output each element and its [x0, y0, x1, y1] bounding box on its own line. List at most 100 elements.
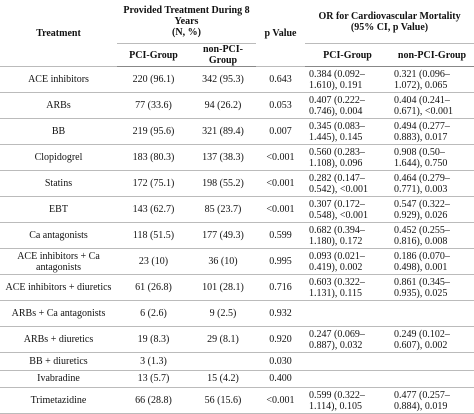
cell: 0.547 (0.322–0.929), 0.026: [390, 196, 474, 223]
table-row: Ca antagonists 118 (51.5) 177 (49.3) 0.599 0…: [0, 222, 474, 249]
table-row: BB 219 (95.6) 321 (89.4) 0.007 0.345 (0.083–…: [0, 118, 474, 145]
cell: 0.186 (0.070–0.498), 0.001: [390, 248, 474, 275]
row-label: BB + diuretics: [0, 352, 117, 371]
cell: 172 (75.1): [117, 170, 190, 197]
table-row: ARBs + Ca antagonists 6 (2.6) 9 (2.5) 0.932: [0, 300, 474, 327]
cell: 0.345 (0.083–1.445), 0.145: [305, 118, 390, 145]
row-label: Clopidogrel: [0, 144, 117, 171]
cell: 0.452 (0.255–0.816), 0.008: [390, 222, 474, 249]
cell: 220 (96.1): [117, 66, 190, 93]
cell: 0.716: [256, 274, 305, 301]
row-label: Trimetazidine: [0, 387, 117, 414]
cell: 94 (26.2): [190, 92, 256, 119]
row-label: ARBs: [0, 92, 117, 119]
row-label: BB: [0, 118, 117, 145]
table-body: ACE inhibitors 220 (96.1) 342 (95.3) 0.643 0…: [0, 66, 474, 414]
header-cell: PCI-Group: [305, 43, 390, 67]
cell: [390, 300, 474, 327]
cell: 61 (26.8): [117, 274, 190, 301]
cell: 29 (8.1): [190, 326, 256, 353]
cell: 0.007: [256, 118, 305, 145]
table-row: BB + diuretics 3 (1.3) 0.030: [0, 352, 474, 371]
row-label: Statins: [0, 170, 117, 197]
cell: 0.599 (0.322–1.114), 0.105: [305, 387, 390, 414]
cell: 0.643: [256, 66, 305, 93]
cell: 66 (28.8): [117, 387, 190, 414]
cell: [390, 352, 474, 371]
table-row: Clopidogrel 183 (80.3) 137 (38.3) <0.001 0.5…: [0, 144, 474, 171]
cell: 56 (15.6): [190, 387, 256, 414]
cell: 183 (80.3): [117, 144, 190, 171]
table-row: ARBs + diuretics 19 (8.3) 29 (8.1) 0.920 0.2…: [0, 326, 474, 353]
cell: 0.494 (0.277–0.883), 0.017: [390, 118, 474, 145]
cell: 0.404 (0.241–0.671), <0.001: [390, 92, 474, 119]
cell: 9 (2.5): [190, 300, 256, 327]
cell: 321 (89.4): [190, 118, 256, 145]
cell: 0.400: [256, 370, 305, 388]
cell: [190, 352, 256, 371]
table-row: Statins 172 (75.1) 198 (55.2) <0.001 0.282 (…: [0, 170, 474, 197]
row-label: ACE inhibitors: [0, 66, 117, 93]
row-label: ARBs + Ca antagonists: [0, 300, 117, 327]
header-cell: Provided Treatment During 8 Years (N, %): [117, 0, 256, 44]
cell: 0.321 (0.096–1.072), 0.065: [390, 66, 474, 93]
cell: 0.307 (0.172–0.548), <0.001: [305, 196, 390, 223]
cell: 198 (55.2): [190, 170, 256, 197]
cell: 0.053: [256, 92, 305, 119]
row-label: Ivabradine: [0, 370, 117, 388]
cell: 0.407 (0.222–0.746), 0.004: [305, 92, 390, 119]
cell: 36 (10): [190, 248, 256, 275]
row-label: ACE inhibitors + Ca antagonists: [0, 248, 117, 275]
table-row: ARBs 77 (33.6) 94 (26.2) 0.053 0.407 (0.222–…: [0, 92, 474, 119]
cell: 0.908 (0.50–1.644), 0.750: [390, 144, 474, 171]
cell: 23 (10): [117, 248, 190, 275]
cell: 0.603 (0.322–1.131), 0.115: [305, 274, 390, 301]
cell: [305, 370, 390, 388]
header-text: OR for Cardiovascular Mortality: [318, 10, 461, 22]
header-cell: non-PCI-Group: [390, 43, 474, 67]
cell: <0.001: [256, 144, 305, 171]
header-text: (N, %): [172, 27, 201, 38]
table-row: ACE inhibitors + diuretics 61 (26.8) 101 (…: [0, 274, 474, 301]
cell: 0.560 (0.283–1.108), 0.096: [305, 144, 390, 171]
cell: 3 (1.3): [117, 352, 190, 371]
header-text: Provided Treatment During 8 Years: [123, 5, 250, 27]
cell: 0.030: [256, 352, 305, 371]
header-cell: p Value: [256, 0, 305, 67]
cell: 0.932: [256, 300, 305, 327]
table-row: EBT 143 (62.7) 85 (23.7) <0.001 0.307 (0.172…: [0, 196, 474, 223]
cell: 177 (49.3): [190, 222, 256, 249]
cell: 15 (4.2): [190, 370, 256, 388]
header-cell: non-PCI-Group: [190, 43, 256, 67]
cell: 0.249 (0.102–0.607), 0.002: [390, 326, 474, 353]
cell: 0.477 (0.257–0.884), 0.019: [390, 387, 474, 414]
table-row: Ivabradine 13 (5.7) 15 (4.2) 0.400: [0, 370, 474, 388]
cell: <0.001: [256, 170, 305, 197]
cell: 0.682 (0.394–1.180), 0.172: [305, 222, 390, 249]
table-header: Treatment Provided Treatment During 8 Ye…: [0, 0, 474, 67]
cell: <0.001: [256, 387, 305, 414]
header-text: (95% CI, p Value): [350, 21, 429, 33]
cell: 219 (95.6): [117, 118, 190, 145]
row-label: ACE inhibitors + diuretics: [0, 274, 117, 301]
cell: 101 (28.1): [190, 274, 256, 301]
cell: 0.861 (0.345–0.935), 0.025: [390, 274, 474, 301]
table-row: ACE inhibitors 220 (96.1) 342 (95.3) 0.643 0…: [0, 66, 474, 93]
cell: 6 (2.6): [117, 300, 190, 327]
cell: [305, 352, 390, 371]
cell: 77 (33.6): [117, 92, 190, 119]
row-label: ARBs + diuretics: [0, 326, 117, 353]
cell: 0.384 (0.092–1.610), 0.191: [305, 66, 390, 93]
cell: 143 (62.7): [117, 196, 190, 223]
cell: 13 (5.7): [117, 370, 190, 388]
header-cell: PCI-Group: [117, 43, 190, 67]
cell: <0.001: [256, 196, 305, 223]
row-label: EBT: [0, 196, 117, 223]
cell: 118 (51.5): [117, 222, 190, 249]
header-cell: OR for Cardiovascular Mortality (95% CI, …: [305, 0, 474, 44]
cell: 0.599: [256, 222, 305, 249]
cell: 137 (38.3): [190, 144, 256, 171]
header-cell: Treatment: [0, 0, 117, 67]
